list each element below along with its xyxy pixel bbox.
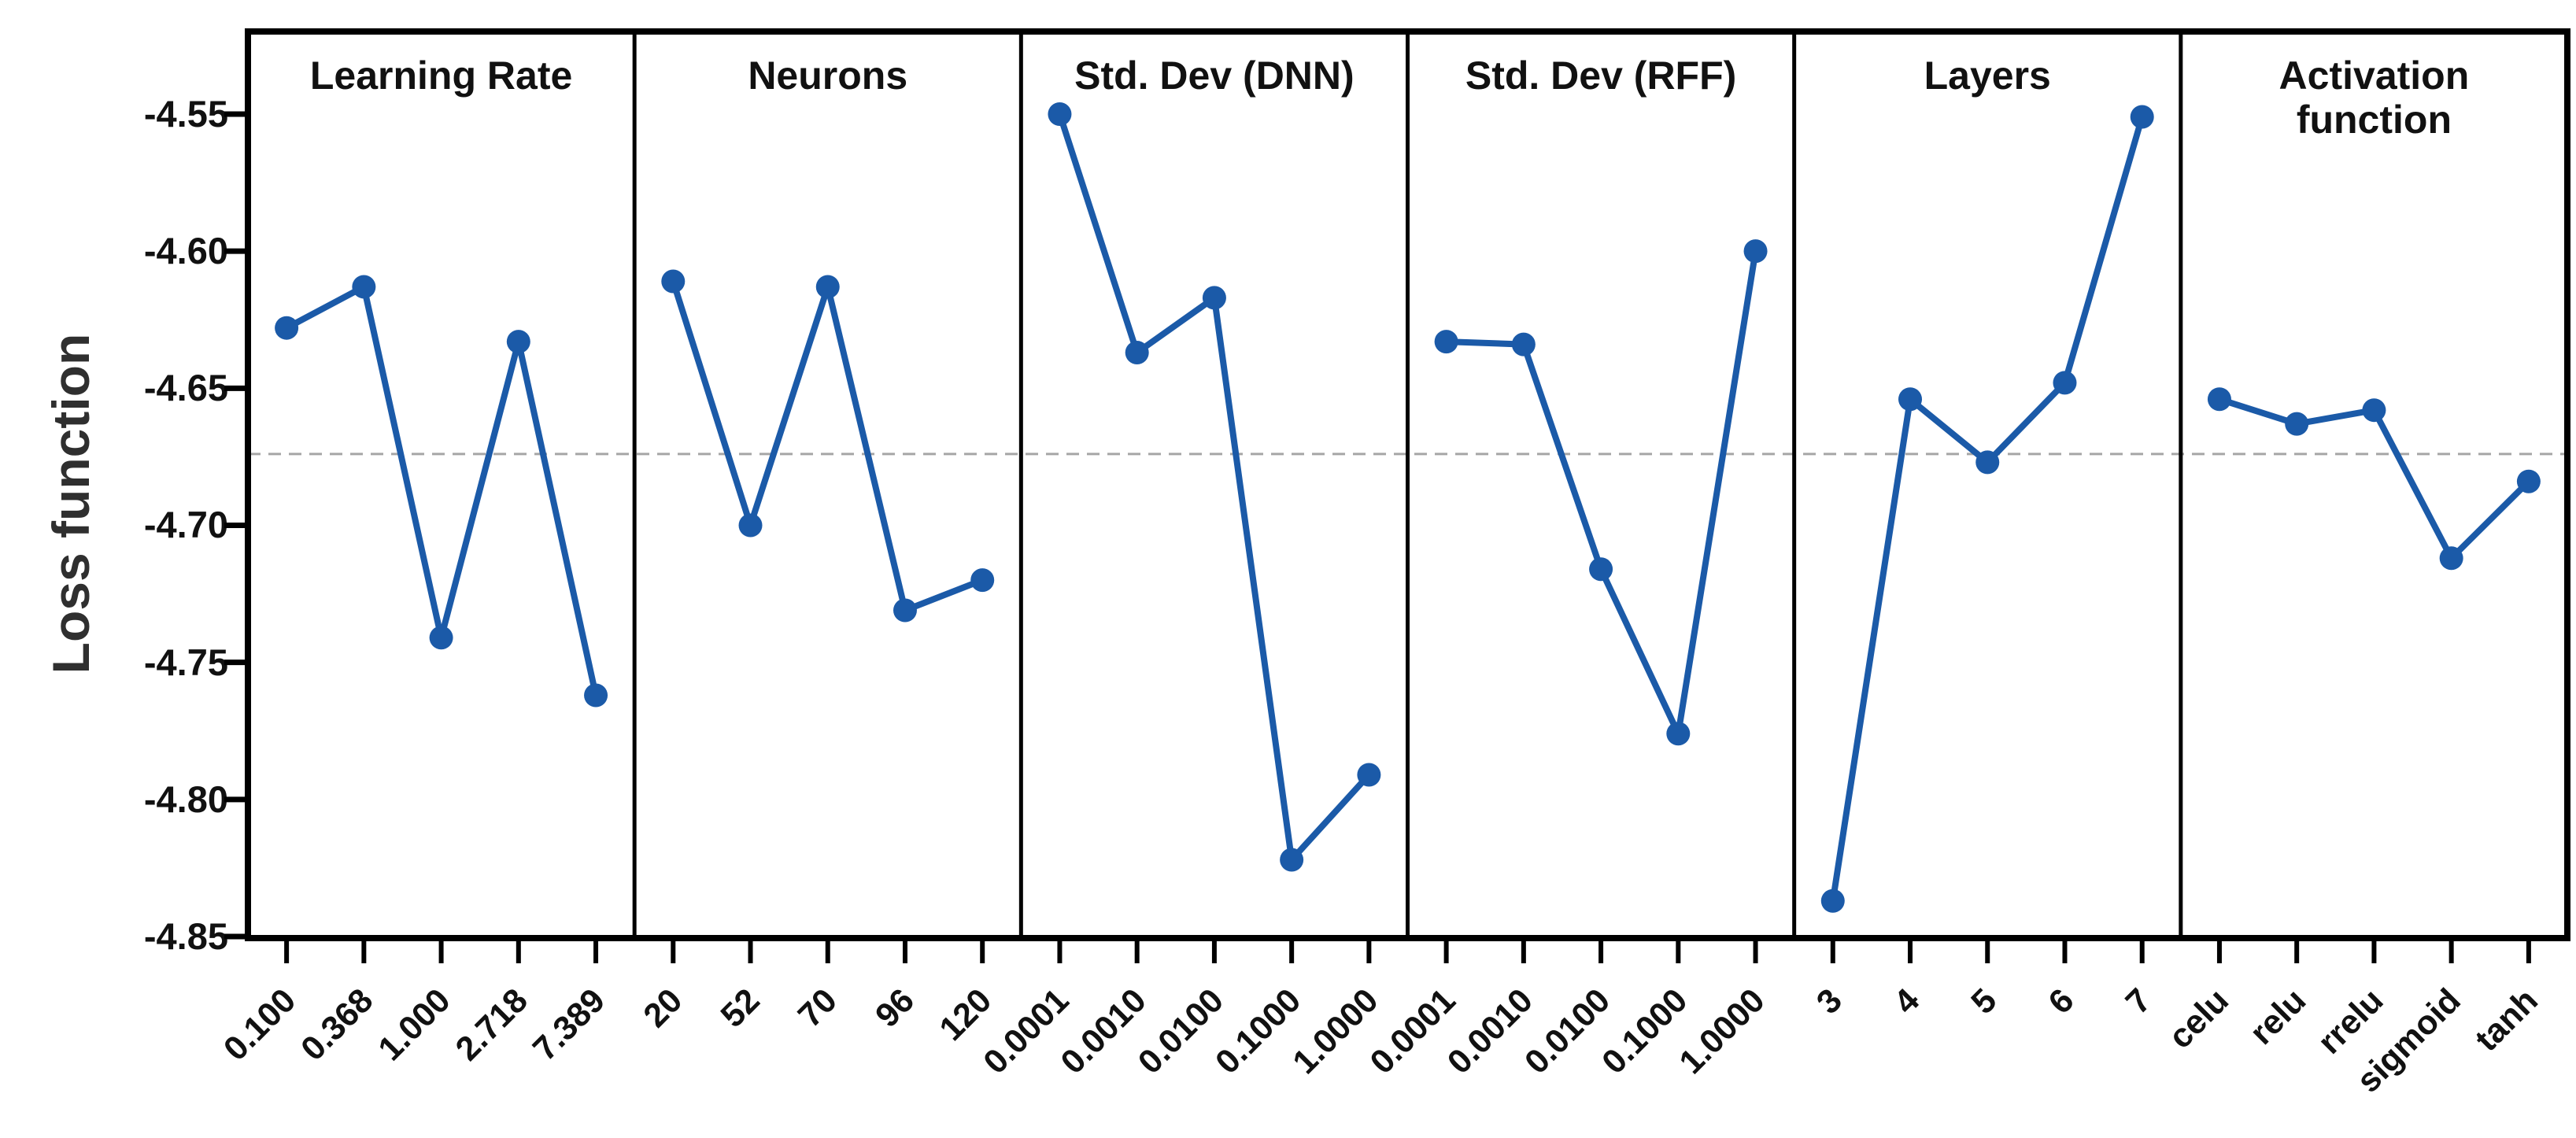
x-tick-label: 0.0100 [1517, 981, 1617, 1081]
x-tick-label: tanh [2468, 981, 2545, 1059]
x-tick-label: 1.0000 [1672, 981, 1772, 1081]
x-tick-label: 0.0010 [1440, 981, 1540, 1081]
data-point-marker [1511, 332, 1536, 357]
x-tick-label: 20 [637, 981, 690, 1035]
series-line [1829, 113, 2145, 904]
series-line [1443, 248, 1759, 737]
data-point-marker [893, 598, 917, 623]
x-tick-label: 7 [2119, 981, 2159, 1022]
panel-title-std-dev-rff: Std. Dev (RFF) [1465, 54, 1737, 98]
data-point-marker [2053, 371, 2077, 395]
x-tick-label: 7.389 [526, 981, 612, 1068]
x-tick-label: 3 [1809, 981, 1850, 1022]
data-point-marker [1589, 557, 1613, 582]
x-tick-label: 0.0010 [1054, 981, 1154, 1081]
x-tick-label: 4 [1887, 981, 1927, 1022]
y-tick-label: -4.65 [143, 367, 228, 409]
data-point-marker [2207, 387, 2231, 412]
data-point-marker [661, 269, 686, 294]
data-point-marker [815, 275, 840, 299]
panel-title-learning-rate: Learning Rate [309, 54, 573, 98]
x-tick-label: 52 [714, 981, 767, 1035]
y-tick-label: -4.70 [143, 504, 228, 546]
data-point-marker [2516, 469, 2541, 493]
data-point-marker [1202, 286, 1226, 310]
x-tick-label: 0.0001 [977, 981, 1077, 1081]
x-tick-label: 6 [2042, 981, 2082, 1022]
data-point-marker [429, 626, 453, 650]
data-point-marker [1357, 763, 1381, 787]
x-tick-label: 0.0100 [1131, 981, 1231, 1081]
x-tick-label: 0.100 [216, 981, 303, 1068]
x-tick-label: 0.368 [294, 981, 380, 1068]
data-point-marker [1975, 450, 2000, 475]
data-point-marker [1898, 387, 1923, 412]
data-point-marker [584, 683, 608, 708]
x-tick-label: relu [2243, 981, 2314, 1052]
series-line [670, 278, 986, 614]
data-point-marker [506, 330, 530, 354]
y-tick-label: -4.55 [143, 93, 228, 135]
y-tick-label: -4.80 [143, 778, 228, 820]
data-point-marker [2285, 412, 2309, 436]
plot-border [245, 28, 2570, 941]
data-point-marker [970, 568, 995, 593]
x-tick-label: 2.718 [449, 981, 535, 1068]
panel-title-layers: Layers [1924, 54, 2051, 98]
x-tick-label: 120 [933, 981, 1000, 1048]
data-point-marker [1743, 239, 1768, 264]
data-point-marker [1820, 889, 1845, 913]
panel-title-std-dev-dnn: Std. Dev (DNN) [1074, 54, 1355, 98]
data-point-marker [1125, 341, 1149, 365]
data-point-marker [352, 275, 376, 299]
x-tick-label: 0.0001 [1363, 981, 1463, 1081]
data-point-marker [1048, 102, 1072, 126]
series-line [1056, 111, 1373, 863]
x-tick-label: celu [2161, 981, 2236, 1056]
x-tick-label: 0.1000 [1595, 981, 1695, 1081]
panel-title-neurons: Neurons [748, 54, 908, 98]
y-tick-label: -4.75 [143, 641, 228, 683]
data-point-marker [738, 513, 763, 538]
x-tick-label: 70 [791, 981, 844, 1035]
x-tick-label: 5 [1964, 981, 2004, 1022]
y-tick-label: -4.85 [143, 914, 228, 957]
data-point-marker [2439, 546, 2463, 571]
data-point-marker [1280, 848, 1304, 872]
x-tick-label: 96 [868, 981, 922, 1035]
panel-title-activation-function: Activation function [2278, 54, 2470, 142]
x-tick-label: 1.0000 [1286, 981, 1386, 1081]
series-line [2216, 396, 2532, 562]
data-point-marker [1666, 722, 1691, 746]
x-tick-label: 0.1000 [1208, 981, 1308, 1081]
data-point-marker [275, 316, 299, 340]
x-tick-label: 1.000 [371, 981, 458, 1068]
data-point-marker [1434, 330, 1458, 354]
data-point-marker [2362, 398, 2386, 423]
data-point-marker [2130, 105, 2154, 129]
y-tick-label: -4.60 [143, 230, 228, 272]
